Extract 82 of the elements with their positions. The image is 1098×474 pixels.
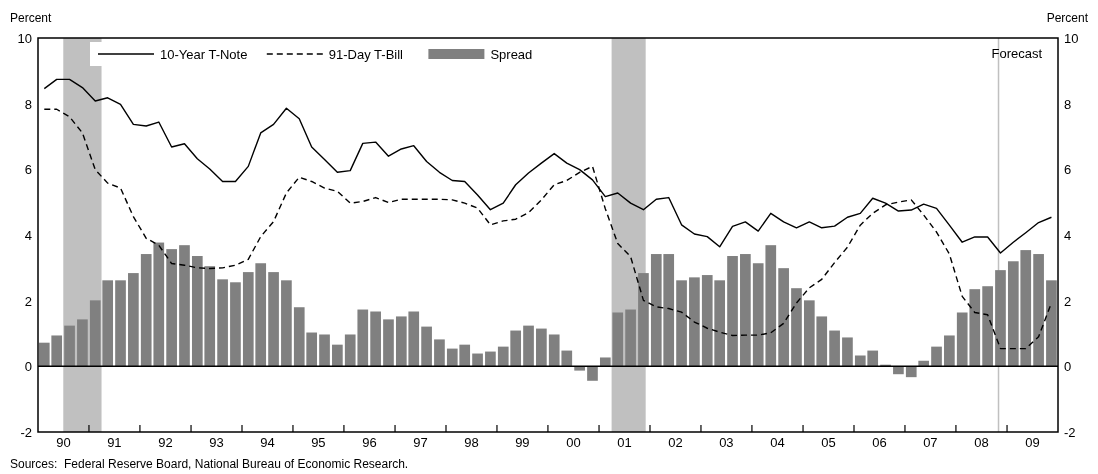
bar <box>995 270 1006 367</box>
y-tick-label: 0 <box>24 359 32 375</box>
y-axis-title: Percent <box>10 11 53 25</box>
y2-tick-label: 4 <box>1064 228 1072 243</box>
bar <box>523 325 534 367</box>
x-tick-label: 99 <box>515 435 530 450</box>
bar <box>625 309 636 367</box>
legend-label: 10-Year T-Note <box>160 47 248 62</box>
y2-tick-label: 8 <box>1064 96 1072 112</box>
bar <box>1033 254 1044 367</box>
bar <box>230 282 241 367</box>
bar <box>77 319 88 367</box>
bar <box>281 280 292 367</box>
y2-tick-label: -2 <box>1064 425 1076 440</box>
x-tick-label: 92 <box>158 435 173 450</box>
bar <box>918 360 930 367</box>
y2-tick-label: 0 <box>1064 359 1072 375</box>
bar <box>179 245 190 367</box>
bar <box>217 279 228 367</box>
bar <box>421 326 432 367</box>
bar <box>944 335 955 367</box>
bar <box>587 366 598 381</box>
x-tick-label: 95 <box>311 435 326 450</box>
bar <box>905 366 917 378</box>
y2-tick-label: 10 <box>1064 31 1079 46</box>
bar <box>829 330 840 367</box>
bar <box>893 366 904 375</box>
x-tick-label: 06 <box>872 435 887 450</box>
x-tick-label: 01 <box>617 435 632 450</box>
y-tick-label: -2 <box>20 425 32 440</box>
bar <box>472 353 483 367</box>
x-tick-label: 04 <box>770 435 785 450</box>
bar <box>115 280 126 367</box>
y2-axis-title: Percent <box>1046 11 1089 25</box>
x-tick-label: 03 <box>719 435 734 450</box>
bar <box>727 256 738 367</box>
bar <box>64 325 75 367</box>
bar <box>166 249 177 367</box>
bar <box>383 319 394 367</box>
x-tick-label: 96 <box>362 435 377 450</box>
bar <box>778 268 789 367</box>
legend-label: 91-Day T-Bill <box>328 47 404 62</box>
bar <box>485 351 496 367</box>
legend-label: Spread <box>490 47 533 62</box>
bar <box>740 254 751 367</box>
source-note: Sources: Federal Reserve Board, National Bureau of Economic Research. <box>10 457 409 471</box>
bar <box>676 280 687 367</box>
x-tick-label: 05 <box>821 435 836 450</box>
bar <box>319 334 330 367</box>
x-tick-label: 07 <box>923 435 938 450</box>
x-tick-label: 98 <box>464 435 479 450</box>
y-tick-label: 2 <box>24 293 32 309</box>
bar <box>434 339 445 367</box>
y-tick-label: 8 <box>24 96 32 112</box>
bar <box>574 366 585 371</box>
bar <box>931 346 942 367</box>
y-tick-label: 10 <box>17 31 32 46</box>
x-tick-label: 02 <box>668 435 683 450</box>
x-tick-label: 09 <box>1025 435 1040 450</box>
x-tick-label: 00 <box>566 435 581 450</box>
bar <box>791 288 802 367</box>
bar <box>1046 280 1057 367</box>
bar <box>536 328 547 367</box>
bar <box>638 273 649 367</box>
y2-tick-label: 6 <box>1064 162 1072 178</box>
bar <box>128 273 139 367</box>
bar <box>689 277 700 367</box>
bar <box>370 311 381 367</box>
x-tick-label: 94 <box>260 435 275 450</box>
x-tick-label: 91 <box>107 435 122 450</box>
bar <box>332 344 343 367</box>
bar <box>842 337 853 367</box>
y-tick-label: 6 <box>24 162 32 178</box>
ref-line-label: Forecast <box>991 46 1043 61</box>
x-tick-label: 90 <box>56 435 71 450</box>
x-tick-label: 97 <box>413 435 428 450</box>
y2-tick-label: 2 <box>1064 293 1072 309</box>
y-tick-label: 4 <box>24 228 32 243</box>
bar <box>268 272 279 367</box>
x-tick-label: 93 <box>209 435 224 450</box>
bar <box>982 286 993 367</box>
x-tick-label: 08 <box>974 435 989 450</box>
